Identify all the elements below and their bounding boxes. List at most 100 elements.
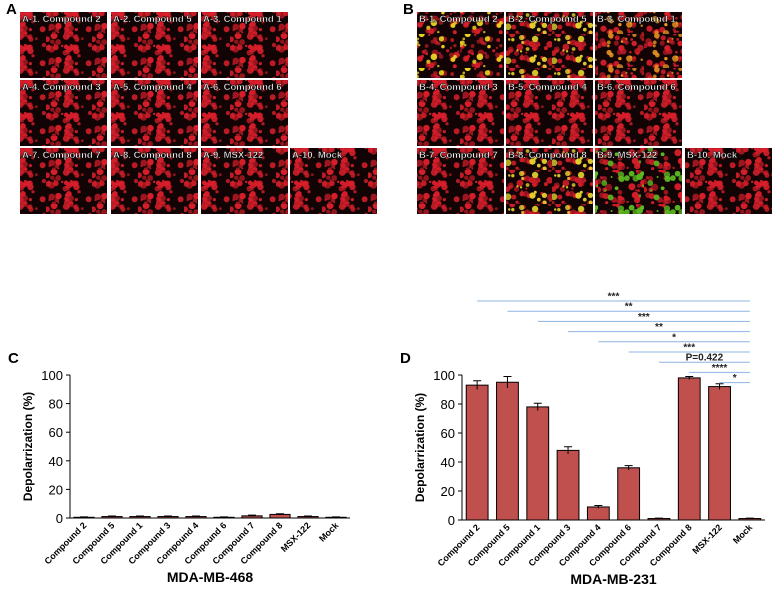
image-label: B-3. Compound 1 — [597, 14, 676, 25]
y-tick-label: 100 — [41, 368, 63, 383]
panel-letter: A — [6, 1, 17, 18]
image-label: B-9. MSX-122 — [597, 150, 657, 161]
micrograph — [111, 80, 198, 146]
image-label: A-4. Compound 3 — [22, 82, 101, 93]
micrograph — [201, 12, 288, 78]
micrograph — [201, 148, 288, 214]
bar — [586, 506, 610, 521]
image-label: B-2. Compound 5 — [508, 14, 587, 25]
error-bar — [276, 513, 284, 516]
micrograph — [20, 148, 107, 214]
image-label: A-9. MSX-122 — [203, 150, 263, 161]
error-bar — [624, 465, 633, 470]
y-tick-label: 20 — [441, 484, 455, 499]
error-bar — [220, 516, 228, 518]
x-tick-label: Mock — [731, 522, 755, 546]
error-bar — [248, 514, 256, 517]
image-label: A-8. Compound 8 — [113, 150, 192, 161]
error-bar — [192, 515, 200, 518]
y-tick-label: 40 — [49, 454, 63, 469]
significance-label: ** — [625, 302, 633, 313]
significance-label: *** — [608, 292, 620, 303]
image-label: B-1. Compound 2 — [419, 14, 498, 25]
image-label: B-7. Compound 7 — [419, 150, 498, 161]
image-label: A-2. Compound 5 — [113, 14, 192, 25]
micrograph — [417, 148, 504, 214]
y-tick-label: 0 — [56, 511, 63, 526]
significance-label: * — [733, 373, 737, 384]
error-bar — [685, 375, 694, 380]
image-label: A-10. Mock — [292, 150, 343, 161]
micrograph — [111, 12, 198, 78]
micrograph — [111, 148, 198, 214]
image-label: B-10. Mock — [687, 150, 738, 161]
micrograph — [20, 12, 107, 78]
image-label: A-1. Compound 2 — [22, 14, 101, 25]
micrograph — [20, 80, 107, 146]
x-tick-label: Mock — [317, 520, 341, 544]
bar — [526, 406, 550, 521]
micrograph — [595, 148, 682, 214]
x-axis-label: MDA-MB-231 — [570, 571, 657, 587]
micrograph — [506, 148, 593, 214]
significance-label: *** — [638, 312, 650, 323]
bar — [496, 381, 519, 521]
panel-letter: B — [403, 1, 414, 18]
micrograph — [417, 12, 504, 78]
micrograph — [417, 80, 504, 146]
bar — [677, 377, 701, 521]
error-bar — [473, 380, 482, 390]
significance-label: P=0.422 — [686, 353, 724, 364]
error-bar — [564, 446, 573, 455]
error-bar — [108, 515, 116, 518]
error-bar — [332, 516, 340, 518]
panel-letter: C — [8, 350, 19, 367]
x-tick-label: MSX-122 — [279, 520, 313, 554]
image-label: A-7. Compound 7 — [22, 150, 101, 161]
y-axis-label: Depolarrization (%) — [413, 393, 427, 502]
image-label: B-4. Compound 3 — [419, 82, 498, 93]
error-bar — [136, 515, 144, 518]
micrograph — [290, 148, 377, 214]
y-tick-label: 0 — [448, 513, 455, 528]
error-bar — [533, 402, 542, 411]
micrograph — [506, 80, 593, 146]
micrograph — [595, 12, 682, 78]
micrograph — [201, 80, 288, 146]
error-bar — [503, 375, 512, 389]
error-bar — [654, 517, 663, 519]
y-tick-label: 100 — [433, 368, 455, 383]
significance-label: *** — [683, 343, 695, 354]
image-label: A-5. Compound 4 — [113, 82, 192, 93]
y-tick-label: 80 — [441, 397, 455, 412]
significance-label: **** — [712, 363, 728, 374]
error-bar — [715, 383, 724, 390]
y-tick-label: 20 — [49, 482, 63, 497]
significance-label: * — [672, 332, 676, 343]
y-axis-label: Depolarrization (%) — [21, 392, 35, 501]
significance-label: ** — [655, 322, 663, 333]
bar — [617, 467, 641, 521]
bar — [465, 384, 489, 521]
image-label: A-3. Compound 1 — [203, 14, 282, 25]
error-bar — [745, 517, 754, 519]
micrograph — [685, 148, 772, 214]
error-bar — [164, 515, 172, 518]
micrograph — [506, 12, 593, 78]
y-tick-label: 40 — [441, 455, 455, 470]
bar — [556, 449, 580, 521]
y-tick-label: 60 — [49, 425, 63, 440]
image-label: B-5. Compound 4 — [508, 82, 587, 93]
image-label: A-6. Compound 6 — [203, 82, 282, 93]
bar — [708, 386, 731, 521]
error-bar — [304, 515, 312, 518]
image-label: B-6. Compound 6 — [597, 82, 676, 93]
error-bar — [80, 516, 88, 518]
error-bar — [594, 505, 603, 509]
x-axis-label: MDA-MB-468 — [167, 569, 254, 585]
y-tick-label: 60 — [441, 426, 455, 441]
image-label: B-8. Compound 8 — [508, 150, 587, 161]
x-tick-label: MSX-122 — [690, 522, 724, 556]
y-tick-label: 80 — [49, 397, 63, 412]
